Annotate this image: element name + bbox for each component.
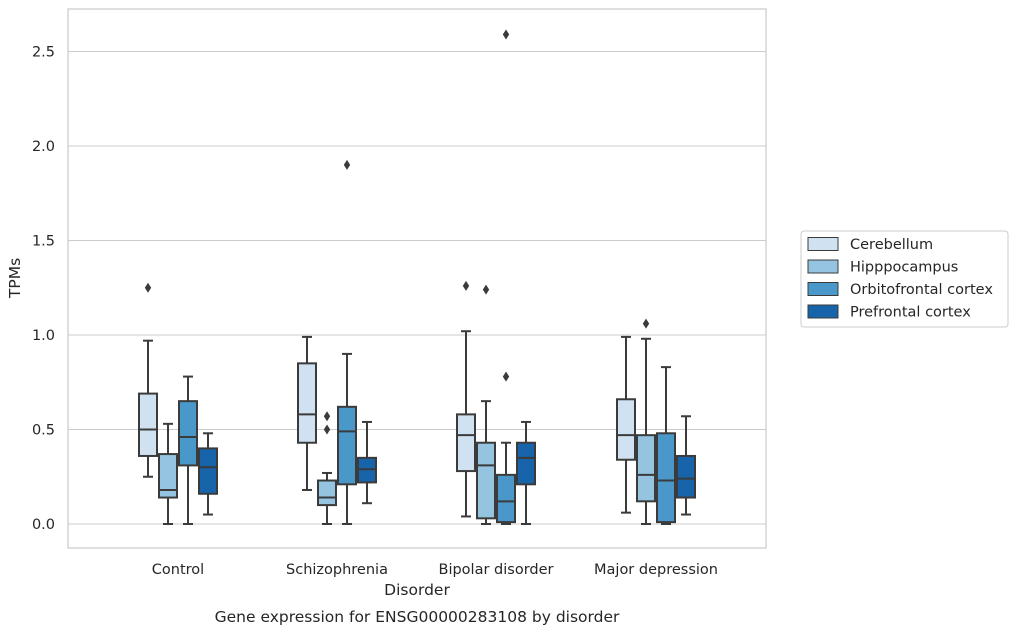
legend-swatch [807, 282, 839, 296]
box-iqr [337, 405, 357, 486]
legend-label: Orbitofrontal cortex [850, 282, 993, 298]
box-hipppocampus [158, 422, 178, 525]
legend-swatch [807, 237, 839, 251]
outlier-marker [323, 424, 331, 435]
chart-caption: Gene expression for ENSG00000283108 by d… [215, 608, 620, 626]
box-prefrontal-cortex [676, 415, 696, 516]
x-tick-label: Bipolar disorder [439, 562, 554, 578]
box-cerebellum [297, 335, 317, 491]
box-hipppocampus [317, 411, 337, 525]
box-iqr [158, 453, 178, 499]
box-iqr [317, 479, 337, 507]
legend-label: Hipppocampus [850, 260, 958, 276]
box-cerebellum [616, 335, 636, 514]
box-orbitofrontal-cortex [656, 366, 676, 525]
y-tick-label: 0.5 [32, 423, 55, 439]
outlier-marker [462, 280, 470, 291]
box-iqr [616, 398, 636, 461]
x-axis-title: Disorder [384, 581, 450, 599]
outlier-marker [642, 318, 650, 329]
box-prefrontal-cortex [516, 420, 536, 525]
x-tick-label: Major depression [594, 562, 718, 578]
x-tick-label: Schizophrenia [286, 562, 388, 578]
outlier-marker [502, 371, 510, 382]
y-tick-label: 0.0 [32, 517, 55, 533]
box-hipppocampus [636, 318, 656, 525]
y-tick-label: 2.0 [32, 139, 55, 155]
box-iqr [636, 434, 656, 503]
box-iqr [496, 473, 516, 524]
box-series [138, 29, 696, 525]
box-iqr [138, 392, 158, 457]
y-tick-labels: 0.0 0.5 1.0 1.5 2.0 2.5 [32, 45, 55, 534]
outlier-marker [343, 159, 351, 170]
legend-label: Cerebellum [850, 237, 933, 253]
outlier-marker [144, 282, 152, 293]
plot-frame [67, 8, 767, 549]
legend: Cerebellum Hipppocampus Orbitofrontal cort… [800, 230, 1009, 328]
box-hipppocampus [476, 284, 496, 525]
box-iqr [676, 454, 696, 499]
box-prefrontal-cortex [357, 420, 377, 505]
box-orbitofrontal-cortex [178, 375, 198, 525]
box-orbitofrontal-cortex [496, 29, 516, 525]
x-tick-labels: Control Schizophrenia Bipolar disorder Majo… [152, 562, 718, 578]
y-tick-label: 2.5 [32, 45, 55, 61]
y-axis-title: TPMs [6, 258, 24, 299]
box-iqr [178, 400, 198, 467]
y-tick-label: 1.5 [32, 234, 55, 250]
legend-swatch [807, 304, 839, 319]
y-tick-label: 1.0 [32, 328, 55, 344]
legend-label: Prefrontal cortex [850, 305, 971, 321]
box-iqr [656, 432, 676, 524]
box-prefrontal-cortex [198, 432, 218, 516]
x-tick-label: Control [152, 562, 204, 578]
outlier-marker [482, 284, 490, 295]
box-orbitofrontal-cortex [337, 159, 357, 525]
box-iqr [476, 441, 496, 520]
outlier-marker [502, 29, 510, 40]
legend-frame [800, 230, 1009, 328]
box-iqr [456, 413, 476, 473]
box-iqr [297, 362, 317, 444]
box-iqr [516, 441, 536, 486]
legend-swatch [807, 259, 839, 274]
outlier-marker [323, 411, 331, 422]
box-iqr [198, 447, 218, 495]
box-cerebellum [456, 280, 476, 518]
box-cerebellum [138, 282, 158, 478]
